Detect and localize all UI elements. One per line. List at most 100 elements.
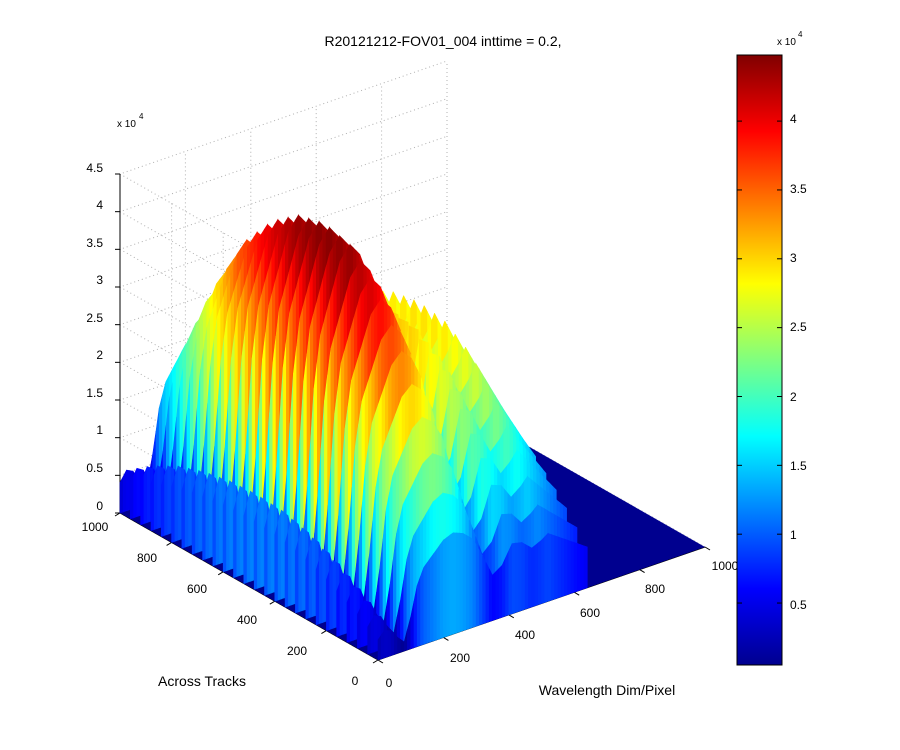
surface-cell — [212, 489, 217, 567]
surface-cell — [577, 543, 582, 592]
surface-cell — [360, 600, 365, 648]
x-axis-label: Wavelength Dim/Pixel — [539, 682, 675, 698]
surface-cell — [295, 539, 300, 614]
colorbar-tick-5: 3 — [790, 251, 797, 265]
colorbar-tick-marks — [737, 120, 782, 604]
surface-cell — [567, 539, 572, 595]
surface-cell — [311, 537, 316, 618]
surface-cell — [380, 629, 385, 660]
x-tick-4: 800 — [645, 582, 665, 596]
surface-cell — [143, 466, 148, 525]
surface-cell — [416, 576, 421, 647]
surface-cell — [123, 469, 127, 513]
surface-cell — [332, 560, 337, 629]
surface-cell — [215, 477, 220, 566]
surface-cell — [243, 503, 248, 585]
surface-cell — [236, 486, 241, 577]
surface-cell — [363, 600, 368, 647]
surface-cell — [349, 586, 354, 642]
x-tick-5: 1000 — [712, 559, 739, 573]
y-tick-mark-3 — [217, 571, 224, 576]
surface-cell — [219, 476, 223, 565]
surface-cell — [377, 634, 382, 661]
surface-cell — [130, 475, 134, 520]
surface-cell — [260, 496, 265, 588]
z-tick-6: 3 — [96, 273, 103, 287]
x-tick-mark-4 — [639, 569, 645, 574]
surface-layer — [119, 214, 705, 661]
surface-cell — [146, 466, 151, 523]
surface-cell — [315, 559, 320, 626]
surface-cell — [436, 543, 441, 641]
surface-cell — [205, 473, 210, 560]
x-tick-mark-3 — [573, 591, 580, 596]
surface-cell — [126, 469, 131, 512]
surface-cell — [462, 532, 467, 632]
surface-cell — [367, 620, 372, 655]
surface-cell — [488, 568, 493, 623]
surface-cell — [318, 549, 323, 625]
colorbar-tick-0: 0.5 — [790, 598, 807, 612]
surface-cell — [164, 465, 169, 536]
z-tick-9: 4.5 — [86, 161, 103, 175]
x-tick-1: 200 — [450, 651, 470, 665]
surface-cell — [326, 570, 331, 632]
x-tick-mark-5 — [704, 546, 711, 551]
surface-cell — [446, 534, 451, 637]
colorbar-gradient — [736, 54, 783, 666]
surface-cell — [482, 555, 487, 625]
surface-cell — [208, 472, 213, 559]
surface-cell — [274, 522, 279, 602]
surface-cell — [184, 468, 189, 548]
surface-cell — [537, 539, 542, 606]
surface-cell — [433, 548, 438, 642]
surface-cell — [253, 509, 258, 590]
surface-cell — [420, 567, 425, 646]
surface-cell — [257, 497, 262, 589]
z-tick-1: 0.5 — [86, 461, 103, 475]
z-tick-8: 4 — [96, 198, 103, 212]
surface-cell — [202, 485, 207, 561]
surface-cell — [429, 552, 434, 643]
surface-cell — [508, 543, 513, 616]
surface-cell — [298, 527, 303, 613]
surface-cell — [564, 538, 569, 597]
surface-cell — [524, 543, 529, 610]
z-axis-multiplier: x 10 4 — [117, 112, 144, 130]
surface-cell — [181, 479, 186, 549]
surface-cell — [394, 633, 398, 655]
surface-cell — [339, 573, 344, 636]
colorbar: 0.5 1 1.5 2 2.5 3 3.5 4 x 10 4 — [736, 30, 807, 666]
surface-cell — [229, 480, 234, 570]
y-tick-2: 400 — [237, 613, 257, 627]
z-tick-7: 3.5 — [86, 236, 103, 250]
surface-cell — [133, 468, 138, 519]
surface-cell — [479, 549, 483, 626]
surface-cell — [177, 465, 182, 541]
surface-cell — [560, 537, 565, 598]
z-tick-3: 1.5 — [86, 386, 103, 400]
surface-cell — [171, 476, 176, 543]
y-tick-mark-1 — [321, 630, 327, 635]
surface-cell — [439, 539, 444, 639]
surface-cell — [140, 474, 145, 526]
y-tick-0: 0 — [352, 674, 359, 688]
surface-cell — [390, 629, 395, 656]
surface-cell — [222, 493, 227, 573]
x-tick-mark-2 — [508, 614, 515, 619]
surface-cell — [233, 498, 238, 579]
surface-cell — [153, 465, 158, 530]
surface-cell — [267, 503, 272, 595]
surface-cell — [280, 509, 285, 600]
surface-cell — [188, 467, 192, 547]
surface-cell — [557, 536, 562, 599]
surface-cell — [501, 557, 506, 618]
surface-cell — [357, 607, 361, 649]
colorbar-tick-3: 2 — [790, 390, 797, 404]
surface-cell — [157, 465, 162, 529]
x-tick-2: 400 — [515, 628, 535, 642]
surface-cell — [387, 630, 392, 658]
y-tick-5: 1000 — [82, 520, 109, 534]
surface-cell — [397, 636, 402, 654]
z-tick-4: 2 — [96, 348, 103, 362]
